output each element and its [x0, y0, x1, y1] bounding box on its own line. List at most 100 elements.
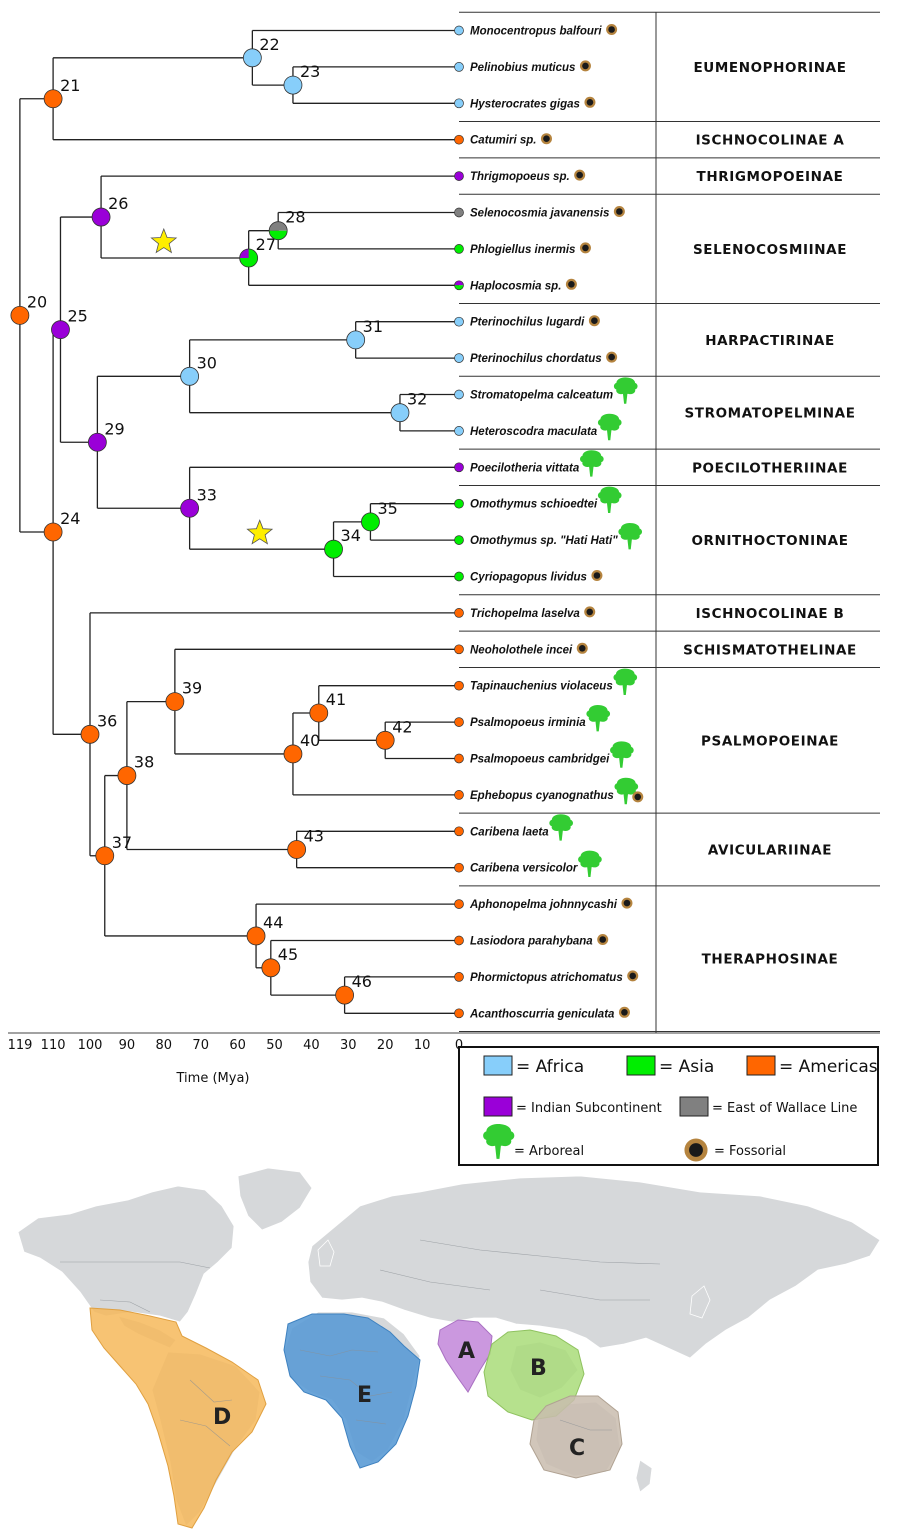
wallace-swatch [679, 1096, 709, 1117]
axis-tick-label: 10 [414, 1038, 431, 1053]
node-label: 24 [60, 509, 80, 528]
tip-marker [454, 972, 464, 982]
node-label: 40 [300, 731, 320, 750]
burrow-icon [606, 351, 618, 363]
legend-arboreal-label: = Arboreal [514, 1144, 584, 1159]
region-e-africa [283, 1313, 421, 1469]
tip-row: Heteroscodra maculata [454, 413, 622, 441]
tip-row: Cyriopagopus lividus [454, 570, 603, 584]
tip-name: Omothymus sp. "Hati Hati" [470, 535, 618, 547]
tree-icon [613, 377, 638, 404]
country-borders [60, 1239, 661, 1447]
burrow-icon [632, 791, 644, 803]
tip-name: Pterinochilus chordatus [470, 353, 602, 365]
tip-name: Ephebopus cyanognathus [470, 790, 614, 802]
tip-marker [454, 353, 464, 363]
legend-fossorial: = Fossorial [684, 1138, 786, 1162]
tip-marker [454, 644, 464, 655]
node-label: 39 [182, 679, 202, 698]
tree-icon [597, 486, 622, 513]
legend-wallace-label: = East of Wallace Line [712, 1101, 857, 1116]
burrow-icon [576, 642, 588, 654]
node-half-top [269, 221, 288, 231]
node-marker [87, 432, 107, 452]
tree-icon [610, 741, 634, 768]
india-swatch [483, 1096, 513, 1117]
axis-tick-label: 0 [455, 1038, 463, 1053]
node-label: 22 [259, 35, 279, 54]
tree-node: 24 [43, 509, 80, 542]
node-label: 23 [300, 62, 320, 81]
tip-row: Omothymus sp. "Hati Hati" [454, 523, 643, 550]
burrow-icon [579, 242, 591, 254]
tip-name: Monocentropus balfouri [470, 26, 602, 38]
legend-americas-label: = Americas [779, 1057, 878, 1077]
time-axis: 119 110 100 90 80 70 60 50 40 30 20 10 0 Time (Mya) [8, 1032, 880, 1086]
tip-marker [454, 98, 464, 109]
tip-row: Monocentropus balfouri [454, 24, 618, 38]
tip-name: Pterinochilus lugardi [470, 317, 585, 329]
tree-node: 38 [117, 753, 154, 785]
node-marker [346, 330, 366, 350]
tree-node: 34 [324, 526, 361, 559]
node-label: 42 [392, 717, 412, 736]
tree-node: 36 [80, 711, 117, 744]
region-a-india [437, 1319, 493, 1393]
node-half-bottom [269, 230, 288, 240]
tip-marker [454, 134, 464, 145]
axis-tick-label: 50 [266, 1038, 283, 1053]
map-label-c: C [569, 1436, 585, 1461]
star-dispersal-ornithoctoninae-icon [246, 519, 274, 545]
tree-node: 42 [375, 717, 413, 750]
tip-row: Catumiri sp. [454, 133, 552, 147]
tip-row: Phormictopus atrichomatus [454, 970, 639, 984]
node-label: 31 [363, 317, 383, 336]
region-c-australia [529, 1395, 623, 1479]
node-half-bottom [239, 258, 258, 267]
tip-row: Psalmopoeus cambridgei [454, 741, 634, 768]
asia-swatch [626, 1055, 656, 1076]
star-dispersal-asia-icon [150, 227, 178, 254]
axis-tick-label: 110 [41, 1038, 66, 1053]
node-marker [43, 89, 63, 109]
legend-americas: = Americas [746, 1055, 878, 1077]
axis-tick-label: 100 [78, 1038, 103, 1053]
node-marker [283, 744, 303, 764]
legend: = Africa = Asia = Americas = Indian Subc… [458, 1046, 879, 1166]
tip-name: Caribena laeta [470, 826, 549, 838]
tip-name: Caribena versicolor [470, 863, 578, 875]
tree-icon [618, 523, 643, 550]
axis-tick-label: 40 [303, 1038, 320, 1053]
legend-fossorial-label: = Fossorial [714, 1144, 786, 1159]
tip-row: Aphonopelma johnnycashi [454, 897, 633, 911]
axis-tick-label: 90 [119, 1038, 136, 1053]
tip-marker [454, 244, 464, 254]
map-label-b: B [530, 1356, 547, 1381]
tip-name: Hysterocrates gigas [470, 98, 580, 110]
tip-name: Lasiodora parahybana [470, 936, 593, 948]
node-quarter [248, 249, 258, 258]
tip-marker [454, 426, 464, 436]
burrow-icon [613, 206, 625, 217]
node-marker [95, 846, 115, 866]
tree-node: 20 [10, 292, 47, 325]
subfamily-label: SCHISMATOTHELINAE [683, 642, 857, 658]
tip-row: Neoholothele incei [454, 642, 588, 656]
subfamily-label: EUMENOPHORINAE [693, 60, 846, 76]
tree-node: 45 [261, 945, 298, 978]
burrow-icon [606, 24, 618, 35]
burrow-icon [565, 278, 577, 290]
node-marker [309, 703, 329, 723]
node-label: 43 [304, 827, 324, 846]
tree-node: 33 [180, 485, 217, 518]
tip-marker [454, 826, 464, 837]
burrow-icon [584, 606, 596, 618]
node-marker [283, 75, 303, 95]
burrow-icon [584, 96, 596, 108]
tip-name: Pelinobius muticus [470, 62, 575, 74]
node-label: 25 [67, 307, 87, 326]
tip-name: Selenocosmia javanensis [470, 208, 609, 220]
tip-row: Hysterocrates gigas [454, 96, 596, 110]
subfamily-label: AVICULARIINAE [708, 843, 832, 859]
burrow-icon [621, 897, 633, 909]
